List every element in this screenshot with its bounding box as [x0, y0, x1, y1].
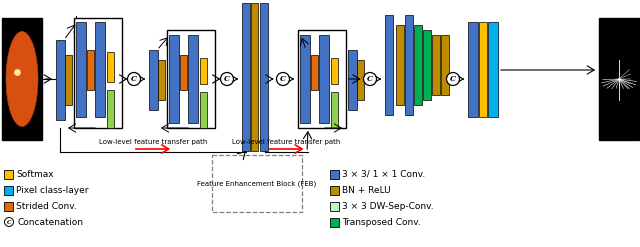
- Bar: [188, 35, 198, 123]
- Bar: [300, 35, 310, 123]
- Bar: [158, 60, 165, 100]
- Text: Transposed Conv.: Transposed Conv.: [342, 218, 420, 226]
- Bar: [2, 18, 42, 140]
- Bar: [107, 52, 114, 82]
- Circle shape: [447, 73, 460, 85]
- Bar: [357, 60, 364, 100]
- Text: Pixel class-layer: Pixel class-layer: [16, 185, 88, 194]
- Bar: [488, 22, 498, 117]
- Text: Feature Enhancement Block (FEB): Feature Enhancement Block (FEB): [197, 180, 317, 187]
- Text: C: C: [224, 75, 230, 83]
- Bar: [348, 50, 357, 110]
- Text: Strided Conv.: Strided Conv.: [16, 202, 77, 210]
- Bar: [107, 90, 114, 128]
- Circle shape: [4, 218, 13, 226]
- Bar: [319, 35, 329, 123]
- Bar: [149, 50, 158, 110]
- Circle shape: [276, 73, 289, 85]
- Bar: [76, 22, 86, 117]
- Bar: [414, 25, 422, 105]
- Text: C: C: [367, 75, 373, 83]
- Ellipse shape: [6, 32, 38, 126]
- Text: Concatenation: Concatenation: [17, 218, 83, 226]
- Bar: [599, 18, 639, 140]
- Bar: [405, 15, 413, 115]
- Bar: [251, 3, 258, 151]
- Text: C: C: [280, 75, 286, 83]
- Bar: [331, 92, 338, 128]
- Bar: [432, 35, 440, 95]
- Bar: [330, 202, 339, 211]
- Text: 3 × 3 DW-Sep-Conv.: 3 × 3 DW-Sep-Conv.: [342, 202, 434, 210]
- Text: Softmax: Softmax: [16, 169, 54, 179]
- Circle shape: [221, 73, 234, 85]
- Bar: [260, 3, 268, 151]
- Bar: [56, 40, 65, 120]
- Text: Low-level feature transfer path: Low-level feature transfer path: [232, 139, 340, 145]
- Text: C: C: [131, 75, 137, 83]
- Bar: [169, 35, 179, 123]
- Bar: [330, 170, 339, 179]
- Bar: [468, 22, 478, 117]
- Circle shape: [364, 73, 376, 85]
- Bar: [180, 55, 187, 90]
- Bar: [65, 55, 72, 105]
- Bar: [4, 170, 13, 179]
- Bar: [330, 186, 339, 195]
- Circle shape: [127, 73, 141, 85]
- Bar: [74, 18, 122, 128]
- Text: 3 × 3/ 1 × 1 Conv.: 3 × 3/ 1 × 1 Conv.: [342, 169, 425, 179]
- Bar: [87, 50, 94, 90]
- Text: BN + ReLU: BN + ReLU: [342, 185, 390, 194]
- Bar: [95, 22, 105, 117]
- Text: C: C: [7, 220, 11, 225]
- Bar: [242, 3, 250, 151]
- Bar: [311, 55, 318, 90]
- Bar: [330, 218, 339, 227]
- Bar: [298, 30, 346, 128]
- Bar: [167, 30, 215, 128]
- Bar: [4, 202, 13, 211]
- Bar: [385, 15, 393, 115]
- Bar: [396, 25, 404, 105]
- Bar: [423, 30, 431, 100]
- Bar: [479, 22, 487, 117]
- Bar: [331, 58, 338, 84]
- Bar: [4, 186, 13, 195]
- Bar: [200, 58, 207, 84]
- Bar: [441, 35, 449, 95]
- Bar: [200, 92, 207, 128]
- Text: Low-level feature transfer path: Low-level feature transfer path: [99, 139, 207, 145]
- Text: C: C: [450, 75, 456, 83]
